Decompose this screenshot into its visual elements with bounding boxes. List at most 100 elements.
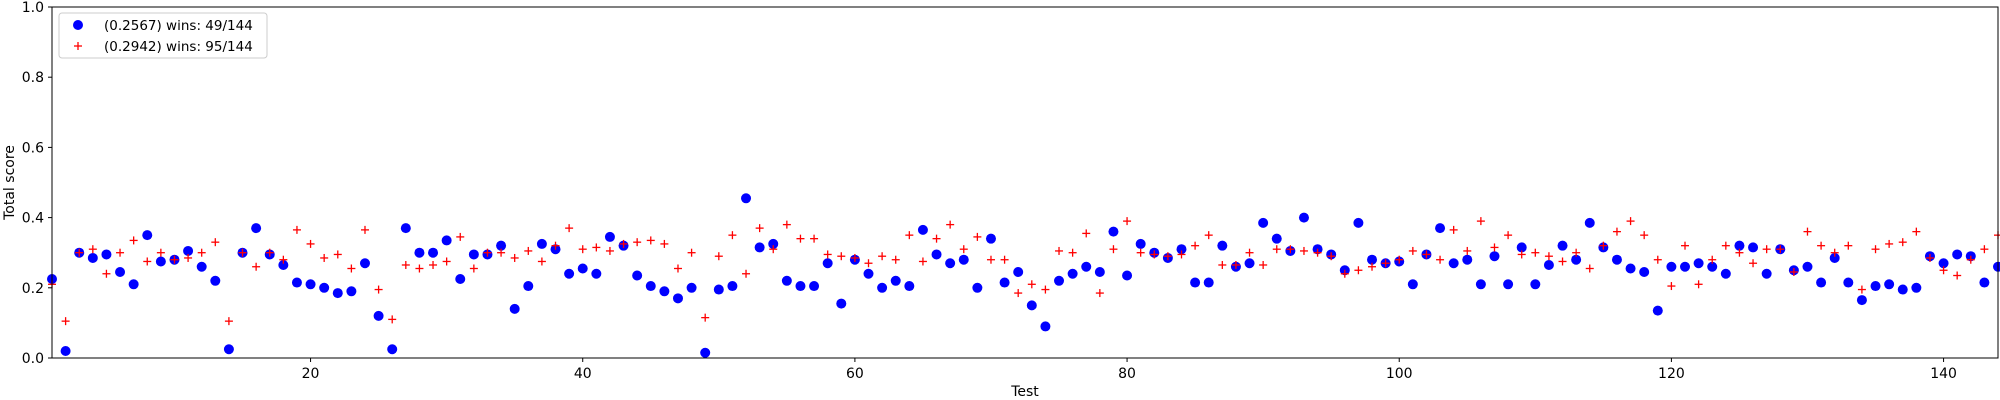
data-point-plus bbox=[184, 253, 193, 262]
data-point-circle bbox=[346, 286, 357, 297]
data-point-plus bbox=[755, 224, 764, 233]
data-point-circle bbox=[917, 224, 928, 235]
x-tick-label: 100 bbox=[1386, 366, 1413, 382]
data-point-plus bbox=[578, 245, 587, 254]
x-tick-label: 120 bbox=[1658, 366, 1685, 382]
data-point-circle bbox=[1367, 254, 1378, 265]
x-tick-label: 20 bbox=[302, 366, 320, 382]
data-point-plus bbox=[537, 257, 546, 266]
data-point-plus bbox=[1231, 260, 1240, 269]
data-point-plus bbox=[156, 248, 165, 257]
data-point-plus bbox=[442, 257, 451, 266]
data-point-plus bbox=[170, 255, 179, 264]
data-point-circle bbox=[1584, 217, 1595, 228]
data-point-circle bbox=[414, 247, 425, 258]
data-point-plus bbox=[1422, 250, 1431, 259]
y-tick-label: 1.0 bbox=[22, 0, 44, 16]
data-point-plus bbox=[605, 246, 614, 255]
data-point-plus bbox=[1749, 259, 1758, 268]
data-point-circle bbox=[972, 282, 983, 293]
data-point-plus bbox=[864, 259, 873, 268]
data-point-circle bbox=[101, 249, 112, 260]
data-point-circle bbox=[1176, 244, 1187, 255]
data-point-plus bbox=[1857, 285, 1866, 294]
data-point-circle bbox=[1884, 279, 1895, 290]
data-point-plus bbox=[1068, 248, 1077, 257]
data-point-plus bbox=[1368, 262, 1377, 271]
data-point-plus bbox=[1340, 269, 1349, 278]
x-tick-label: 40 bbox=[574, 366, 592, 382]
data-point-circle bbox=[1516, 242, 1527, 253]
data-point-plus bbox=[102, 269, 111, 278]
data-point-plus bbox=[129, 236, 138, 245]
data-point-plus bbox=[1640, 231, 1649, 240]
data-point-plus bbox=[1558, 257, 1567, 266]
data-point-plus bbox=[374, 285, 383, 294]
data-point-circle bbox=[686, 282, 697, 293]
data-point-plus bbox=[1163, 252, 1172, 261]
data-point-plus bbox=[769, 245, 778, 254]
data-point-plus bbox=[918, 257, 927, 266]
data-point-plus bbox=[1871, 245, 1880, 254]
data-point-circle bbox=[1680, 261, 1691, 272]
data-point-circle bbox=[1816, 277, 1827, 288]
data-point-plus bbox=[932, 234, 941, 243]
data-point-circle bbox=[809, 281, 820, 292]
data-point-plus bbox=[1177, 250, 1186, 259]
data-point-circle bbox=[713, 284, 724, 295]
data-point-plus bbox=[1517, 250, 1526, 259]
data-point-plus bbox=[1490, 243, 1499, 252]
data-point-circle bbox=[1067, 268, 1078, 279]
data-point-circle bbox=[1571, 254, 1582, 265]
data-point-circle bbox=[278, 259, 289, 270]
data-point-circle bbox=[577, 263, 588, 274]
data-point-circle bbox=[604, 231, 615, 242]
data-point-plus bbox=[1939, 266, 1948, 275]
data-point-plus bbox=[592, 243, 601, 252]
data-point-circle bbox=[890, 275, 901, 286]
data-point-circle bbox=[60, 345, 71, 356]
data-point-circle bbox=[645, 281, 656, 292]
data-point-plus bbox=[1449, 225, 1458, 234]
data-point-circle bbox=[1040, 321, 1051, 332]
data-point-plus bbox=[1109, 245, 1118, 254]
data-point-circle bbox=[1543, 259, 1554, 270]
data-point-plus bbox=[1204, 231, 1213, 240]
data-point-plus bbox=[1667, 282, 1676, 291]
data-point-plus bbox=[1585, 264, 1594, 273]
y-axis-ticks: 0.0 0.2 0.4 0.6 0.8 1.0 bbox=[22, 0, 52, 367]
data-point-circle bbox=[985, 233, 996, 244]
data-point-plus bbox=[1762, 245, 1771, 254]
x-axis-ticks: 20 40 60 80 100 120 140 bbox=[302, 358, 1957, 382]
data-point-circle bbox=[700, 347, 711, 358]
data-point-circle bbox=[373, 310, 384, 321]
data-point-plus bbox=[429, 260, 438, 269]
data-point-plus bbox=[1544, 252, 1553, 261]
data-point-plus bbox=[1191, 241, 1200, 250]
data-point-plus bbox=[1721, 241, 1730, 250]
data-point-plus bbox=[1313, 248, 1322, 257]
data-point-plus bbox=[1953, 271, 1962, 280]
data-point-plus bbox=[1830, 248, 1839, 257]
data-point-circle bbox=[1870, 281, 1881, 292]
legend-series-2-label: (0.2942) wins: 95/144 bbox=[104, 39, 253, 55]
data-point-plus bbox=[292, 225, 301, 234]
data-point-circle bbox=[1462, 254, 1473, 265]
data-point-plus bbox=[497, 248, 506, 257]
data-point-plus bbox=[75, 248, 84, 257]
data-point-plus bbox=[238, 248, 247, 257]
data-point-plus bbox=[1286, 245, 1295, 254]
data-point-circle bbox=[741, 193, 752, 204]
data-point-plus bbox=[701, 313, 710, 322]
data-point-plus bbox=[891, 255, 900, 264]
y-tick-label: 0.2 bbox=[22, 281, 44, 297]
data-point-plus bbox=[1245, 248, 1254, 257]
data-point-plus bbox=[1272, 245, 1281, 254]
data-point-plus bbox=[347, 264, 356, 273]
data-point-plus bbox=[1681, 241, 1690, 250]
data-point-circle bbox=[1761, 268, 1772, 279]
data-point-circle bbox=[1952, 249, 1963, 260]
data-point-plus bbox=[388, 315, 397, 324]
data-point-circle bbox=[591, 268, 602, 279]
